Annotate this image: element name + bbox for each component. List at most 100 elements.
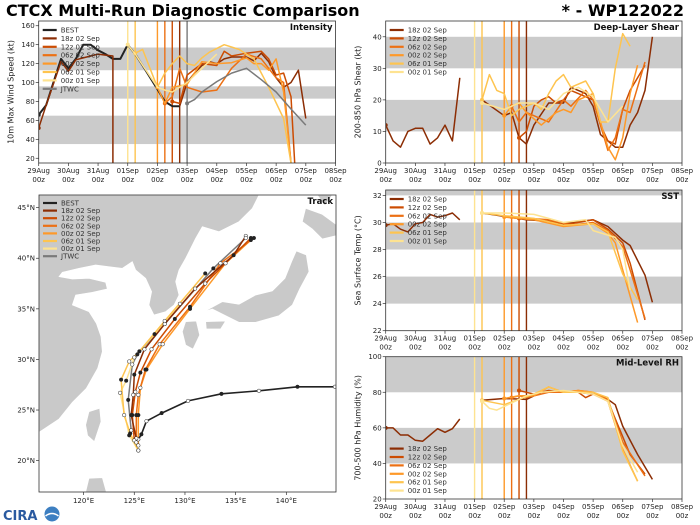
track-position-marker — [136, 413, 141, 418]
series-line-18z-02-sep — [38, 53, 114, 163]
legend-label: 12z 02 Sep — [408, 35, 448, 43]
series-start-marker — [479, 101, 484, 106]
x-tick-date: 04Sep — [552, 335, 575, 343]
series-line-00z-01-sep — [482, 212, 631, 291]
x-tick-hour: 00z — [557, 176, 570, 184]
threshold-band — [385, 356, 682, 393]
x-tick-hour: 00z — [587, 344, 600, 352]
x-tick-hour: 00z — [468, 344, 481, 352]
lat-tick-label: 40°N — [17, 255, 35, 263]
x-tick-date: 04Sep — [206, 167, 229, 175]
y-tick-label: 100 — [21, 79, 34, 87]
threshold-band — [385, 190, 682, 196]
track-panel: 120°E 125°E 130°E 135°E 140°E 20°N 25°N 30°N 35°… — [17, 194, 337, 505]
legend-label: 18z 02 Sep — [408, 445, 448, 453]
x-tick-hour: 00z — [379, 176, 392, 184]
legend-label: 00z 02 Sep — [408, 221, 448, 229]
x-tick-date: 29Aug — [27, 167, 50, 175]
series-start-marker — [38, 125, 41, 130]
hokkaido — [301, 207, 336, 240]
legend-label: BEST — [61, 200, 80, 208]
legend-label: 00z 02 Sep — [408, 470, 448, 478]
x-tick-date: 31Aug — [434, 167, 457, 175]
track-position-marker — [136, 392, 141, 397]
y-tick-label: 30 — [373, 219, 382, 227]
y-tick-label: 40 — [26, 136, 35, 144]
track-position-marker — [211, 266, 216, 271]
track-position-marker — [127, 433, 132, 438]
x-tick-hour: 00z — [528, 176, 541, 184]
series-start-marker — [479, 210, 484, 215]
x-tick-hour: 00z — [528, 344, 541, 352]
track-position-marker — [136, 443, 141, 448]
x-tick-date: 08Sep — [671, 335, 694, 343]
x-tick-hour: 00z — [646, 176, 659, 184]
lon-tick-label: 130°E — [174, 497, 195, 505]
legend-label: JTWC — [60, 253, 79, 261]
rh-panel: 2040608010029Aug00z30Aug00z31Aug00z01Sep… — [354, 353, 694, 520]
x-tick-hour: 00z — [151, 176, 164, 184]
x-tick-hour: 00z — [439, 176, 452, 184]
shear-series — [385, 21, 654, 163]
x-tick-date: 05Sep — [235, 167, 258, 175]
x-tick-hour: 00z — [240, 176, 253, 184]
shear-panel: 01020304029Aug00z30Aug00z31Aug00z01Sep00… — [354, 20, 694, 184]
shikoku — [205, 320, 227, 330]
x-tick-date: 02Sep — [493, 335, 516, 343]
y-tick-label: 80 — [373, 389, 382, 397]
x-tick-hour: 00z — [498, 344, 511, 352]
x-tick-hour: 00z — [468, 512, 481, 520]
track-position-marker — [162, 321, 167, 327]
track-position-marker — [138, 370, 143, 375]
x-tick-date: 03Sep — [523, 503, 546, 511]
track-position-marker — [132, 355, 137, 360]
lat-tick-label: 30°N — [17, 356, 35, 364]
sst-series — [385, 190, 654, 331]
x-tick-date: 31Aug — [434, 335, 457, 343]
series-line-12z-02-sep — [518, 64, 646, 145]
track-position-marker — [223, 261, 228, 266]
x-tick-date: 07Sep — [641, 503, 664, 511]
series-start-marker — [125, 42, 130, 47]
intensity-series — [38, 21, 307, 163]
logo-wave-icon — [45, 512, 59, 517]
panel-title: SST — [661, 192, 679, 202]
lat-tick-label: 45°N — [17, 204, 35, 212]
series-line-18z-02-sep — [385, 418, 461, 442]
x-tick-hour: 00z — [557, 512, 570, 520]
track-position-marker — [159, 411, 164, 416]
series-start-marker — [385, 425, 388, 430]
track-position-marker — [137, 349, 142, 354]
legend-label: 18z 02 Sep — [408, 196, 448, 204]
series-line-18z-02-sep — [178, 52, 307, 119]
series-start-marker — [517, 135, 522, 140]
track-position-marker — [218, 261, 223, 266]
legend-label: 00z 01 Sep — [408, 487, 448, 495]
lon-tick-label: 125°E — [124, 497, 145, 505]
track-position-marker — [144, 419, 149, 424]
x-tick-hour: 00z — [557, 344, 570, 352]
panel-title: Deep-Layer Shear — [594, 23, 680, 33]
y-axis-label: 10m Max Wind Speed (kt) — [7, 40, 16, 144]
x-tick-date: 07Sep — [295, 167, 318, 175]
y-tick-label: 60 — [373, 424, 382, 432]
x-tick-hour: 00z — [439, 344, 452, 352]
x-tick-date: 01Sep — [464, 167, 487, 175]
x-tick-hour: 00z — [32, 176, 45, 184]
track-position-marker — [126, 397, 131, 402]
figure-title: CTCX Multi-Run Diagnostic Comparison — [6, 1, 360, 20]
track-position-marker — [142, 347, 147, 352]
land-masses — [39, 195, 336, 492]
track-position-marker — [132, 372, 137, 377]
track-position-marker — [139, 432, 144, 437]
lon-tick-label: 140°E — [276, 497, 297, 505]
track-position-marker — [138, 385, 143, 390]
track-position-marker — [193, 286, 198, 291]
lon-tick-label: 120°E — [73, 497, 94, 505]
y-tick-label: 26 — [373, 273, 382, 281]
track-position-marker — [149, 347, 154, 352]
legend-label: 12z 02 Sep — [408, 454, 448, 462]
legend-label: 06z 02 Sep — [61, 222, 101, 230]
